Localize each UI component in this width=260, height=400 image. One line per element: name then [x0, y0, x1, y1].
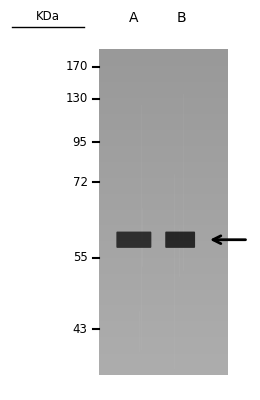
Text: 170: 170	[65, 60, 88, 74]
Text: 95: 95	[73, 136, 88, 149]
Text: 43: 43	[73, 322, 88, 336]
Text: A: A	[129, 11, 139, 25]
Text: 130: 130	[65, 92, 88, 105]
Text: B: B	[177, 11, 186, 25]
FancyBboxPatch shape	[165, 232, 195, 248]
Text: KDa: KDa	[36, 10, 60, 23]
Text: 72: 72	[73, 176, 88, 189]
FancyBboxPatch shape	[116, 232, 151, 248]
Text: 55: 55	[73, 251, 88, 264]
